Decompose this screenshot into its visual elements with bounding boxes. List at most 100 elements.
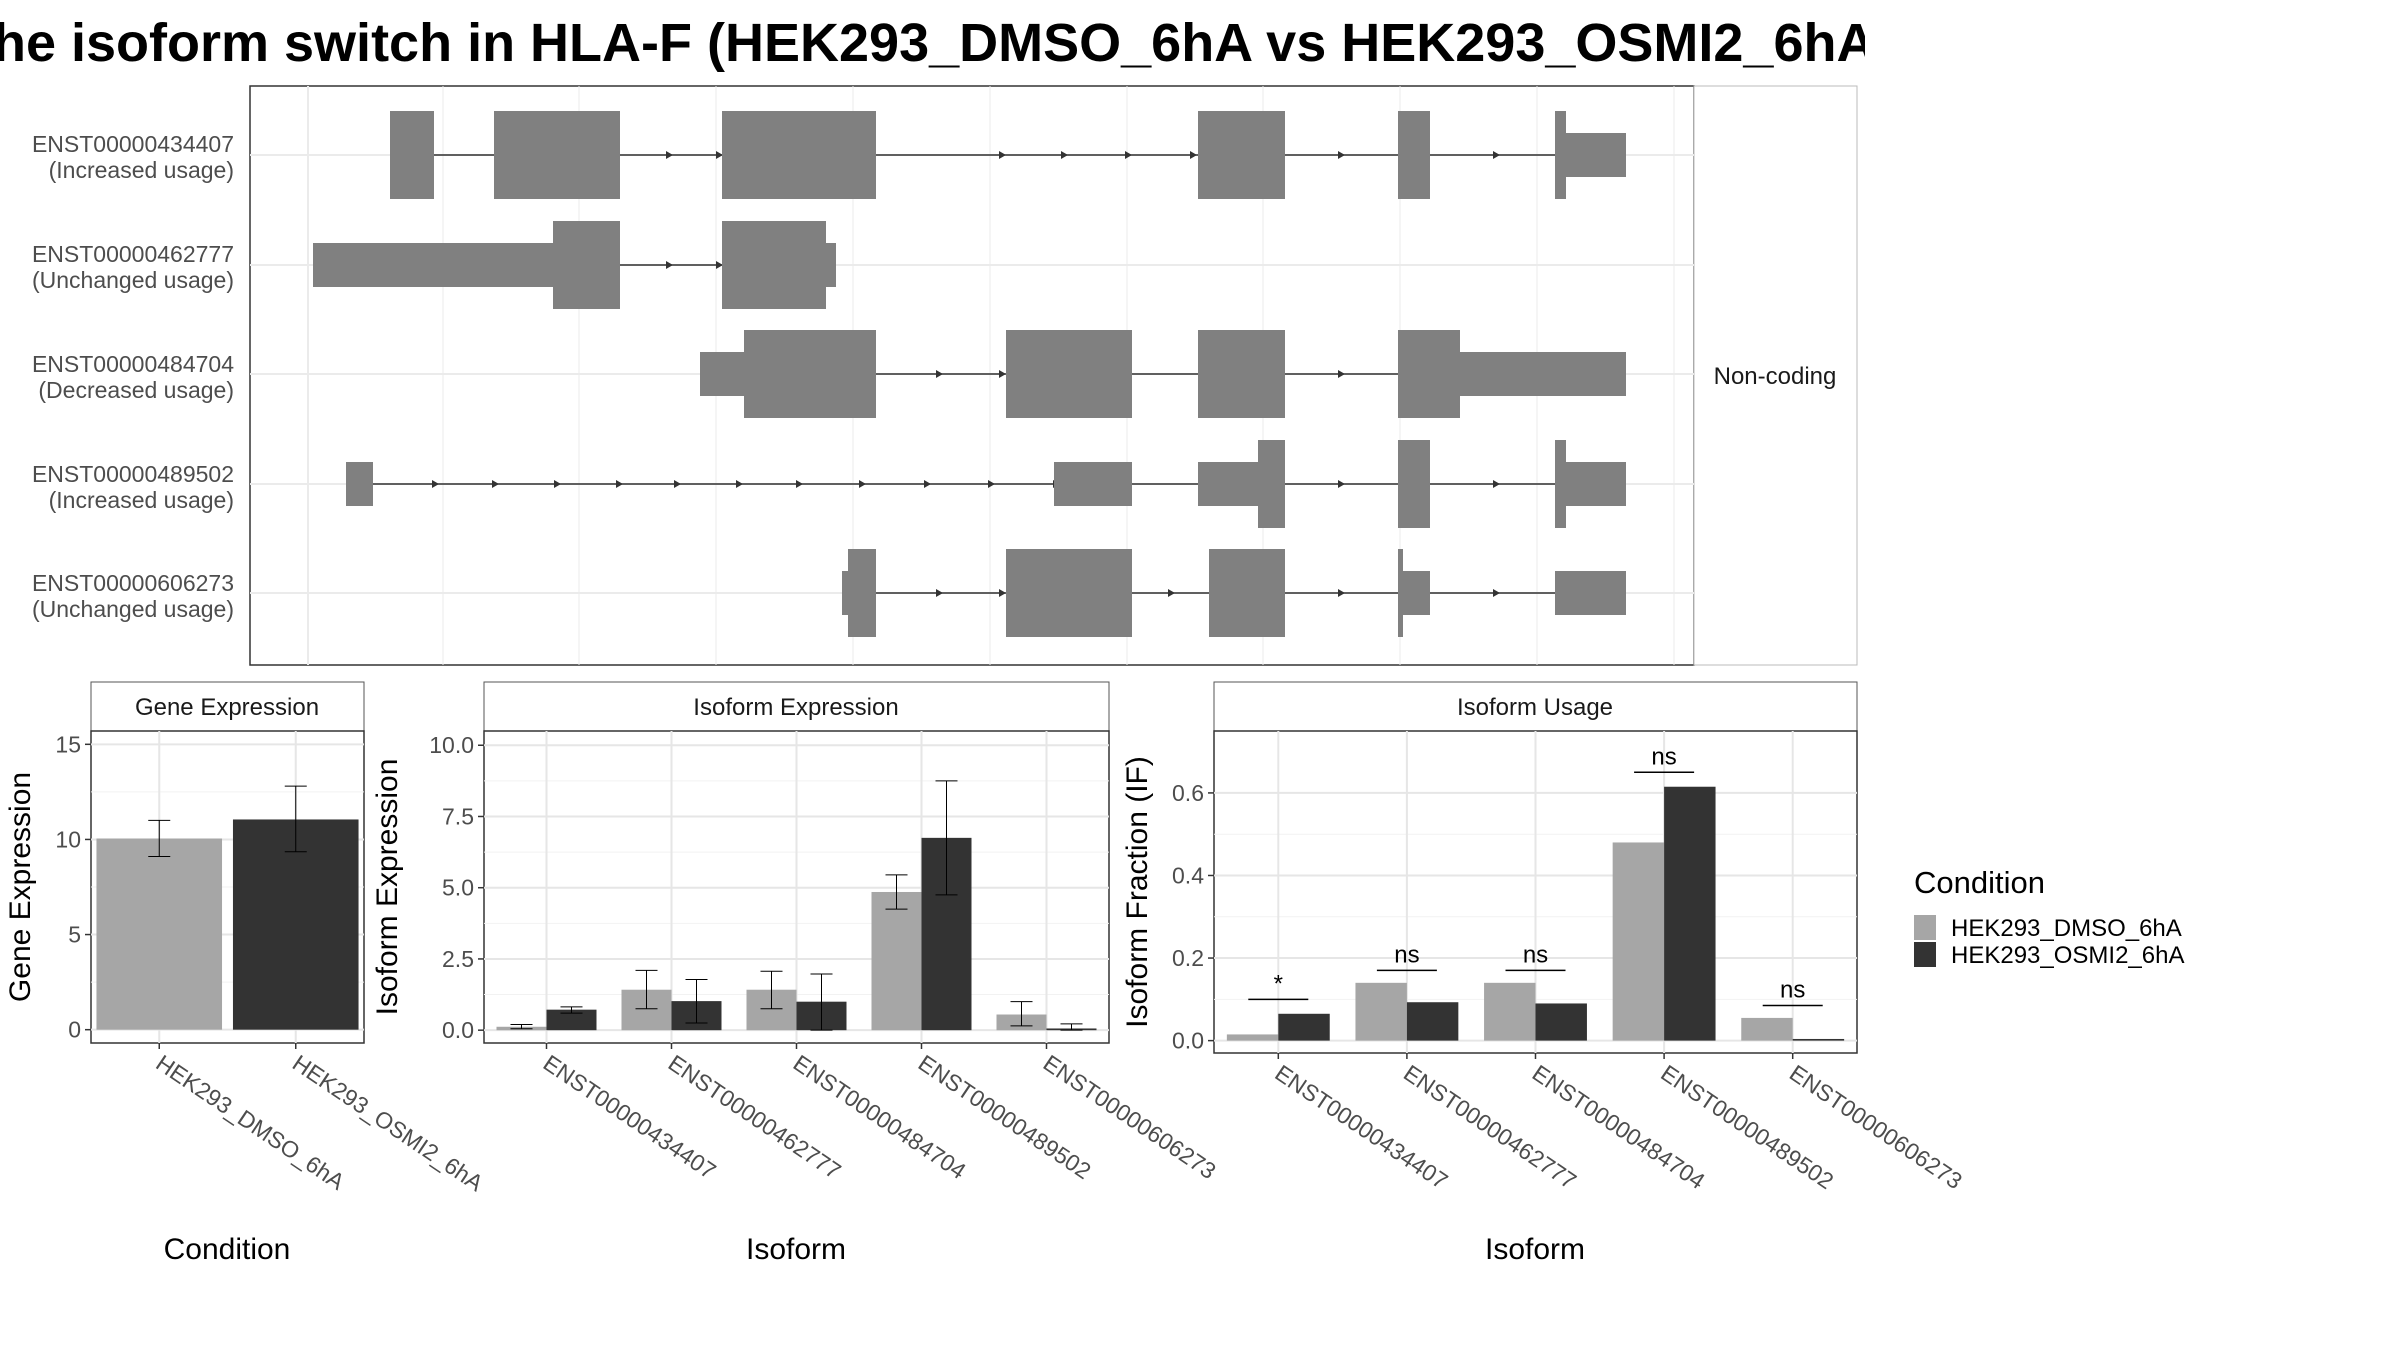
exon-block-2 [700, 352, 748, 396]
isoform-expression-y-tick-label: 10.0 [429, 732, 474, 758]
isoform-usage-bars: * ns ns ns ns [1226, 743, 1845, 1041]
isoform-expression-bars [496, 780, 1097, 1031]
exon-block-2 [744, 330, 876, 418]
isoform-usage-x-ticks: ENST00000434407ENST00000462777ENST000004… [1271, 1053, 1967, 1194]
exon-block-4 [1209, 549, 1285, 637]
isoform-usage-bar [1741, 1017, 1793, 1041]
gene-expression-bar [96, 838, 223, 1030]
legend-swatch-osmi2 [1914, 942, 1936, 967]
legend-label-osmi2: HEK293_OSMI2_6hA [1951, 942, 2184, 969]
isoform-usage-significance-label: ns [1651, 743, 1676, 770]
legend-label-dmso: HEK293_DMSO_6hA [1951, 915, 2182, 942]
gene-expression-bars [96, 785, 359, 1030]
isoform-usage-strip [1213, 681, 1858, 732]
gene-expression-y-ticks: 0 5 10 15 [55, 731, 91, 1043]
exon-block-0 [1562, 133, 1626, 177]
isoform-expression-y-label: Isoform Expression [371, 759, 404, 1016]
intron-arrow-3 [674, 480, 681, 488]
isoform-usage-bar [1278, 1013, 1330, 1041]
isoform-usage-bar [1664, 786, 1716, 1041]
isoform-usage-bar [1535, 1003, 1587, 1041]
gene-expression-panel-title: Gene Expression [135, 694, 319, 721]
legend: Condition HEK293_DMSO_6hA HEK293_OSMI2_6… [1914, 865, 2184, 969]
isoform-expression-y-tick-label: 7.5 [442, 803, 474, 829]
intron-arrow-3 [492, 480, 499, 488]
intron-arrow-0 [1493, 151, 1500, 159]
exon-block-0 [494, 111, 620, 199]
intron-arrow-3 [859, 480, 866, 488]
exon-block-4 [848, 549, 876, 637]
intron-arrow-2 [1338, 370, 1345, 378]
isoform-usage-significance-label: * [1274, 970, 1283, 997]
isoform-usage-bar [1792, 1038, 1845, 1041]
exon-block-0 [390, 111, 434, 199]
intron-arrow-3 [736, 480, 743, 488]
transcript-0-usage: (Increased usage) [49, 157, 234, 183]
isoform-usage-y-tick-label: 0.4 [1172, 862, 1204, 888]
exon-block-3 [1398, 440, 1430, 528]
transcript-3-usage: (Increased usage) [49, 487, 234, 513]
intron-arrow-0 [716, 151, 723, 159]
isoform-usage-bar [1612, 842, 1665, 1041]
intron-arrow-0 [1125, 151, 1132, 159]
intron-arrow-3 [432, 480, 439, 488]
exon-block-3 [346, 462, 373, 506]
transcript-labels: ENST00000434407 (Increased usage) ENST00… [32, 131, 234, 622]
isoform-expression-y-tick-label: 0.0 [442, 1017, 474, 1043]
transcript-1-usage: (Unchanged usage) [32, 267, 234, 293]
exon-block-2 [1456, 352, 1626, 396]
isoform-expression-x-ticks: ENST00000434407ENST00000462777ENST000004… [539, 1043, 1221, 1184]
gene-expression-panel: Gene Expression 0 5 10 15 HEK293_DMSO_6hAHE… [4, 681, 489, 1266]
legend-title: Condition [1914, 865, 2045, 900]
exon-block-4 [1006, 549, 1132, 637]
transcript-2-id: ENST00000484704 [32, 351, 234, 377]
intron-arrow-3 [554, 480, 561, 488]
intron-arrow-4 [1493, 589, 1500, 597]
gene-expression-y-tick-label: 5 [68, 922, 81, 948]
exon-block-4 [842, 571, 852, 615]
isoform-usage-bar [1355, 982, 1407, 1041]
isoform-usage-significance-label: ns [1523, 941, 1548, 968]
exon-block-1 [722, 221, 826, 309]
exon-block-0 [1398, 111, 1430, 199]
intron-arrow-0 [666, 151, 673, 159]
intron-arrow-0 [1338, 151, 1345, 159]
intron-arrow-3 [988, 480, 995, 488]
isoform-usage-y-tick-label: 0.0 [1172, 1028, 1204, 1054]
gene-expression-y-tick-label: 10 [55, 826, 81, 852]
isoform-expression-bar [546, 1009, 597, 1031]
exon-block-4 [1400, 571, 1430, 615]
isoform-usage-y-label: Isoform Fraction (IF) [1121, 756, 1154, 1028]
page-title: The isoform switch in HLA-F (HEK293_DMSO… [0, 13, 1865, 73]
intron-arrow-4 [936, 589, 943, 597]
isoform-expression-strip [483, 681, 1110, 732]
gene-expression-y-label: Gene Expression [4, 772, 37, 1002]
transcript-3-id: ENST00000489502 [32, 461, 234, 487]
isoform-usage-y-tick-label: 0.6 [1172, 780, 1204, 806]
isoform-expression-panel: Isoform Expression 0.0 2.5 5.0 7.5 10.0 ENST… [371, 681, 1221, 1266]
isoform-expression-y-ticks: 0.0 2.5 5.0 7.5 10.0 [429, 732, 484, 1043]
isoform-usage-x-label: Isoform [1485, 1233, 1585, 1266]
intron-arrow-4 [1168, 589, 1175, 597]
isoform-expression-x-label: Isoform [746, 1233, 846, 1266]
exon-block-1 [822, 243, 836, 287]
exon-block-3 [1198, 462, 1262, 506]
intron-arrow-1 [666, 261, 673, 269]
isoform-expression-bar [871, 891, 922, 1031]
isoform-usage-y-tick-label: 0.2 [1172, 945, 1204, 971]
isoform-expression-y-tick-label: 5.0 [442, 875, 474, 901]
intron-arrow-2 [999, 370, 1006, 378]
transcript-0-id: ENST00000434407 [32, 131, 234, 157]
isoform-usage-panel-title: Isoform Usage [1457, 694, 1613, 721]
gene-expression-x-label: Condition [164, 1233, 291, 1266]
isoform-usage-significance-label: ns [1394, 941, 1419, 968]
transcript-1-id: ENST00000462777 [32, 241, 234, 267]
intron-arrow-4 [1338, 589, 1345, 597]
exon-block-0 [1198, 111, 1285, 199]
intron-arrow-3 [1493, 480, 1500, 488]
transcript-4-id: ENST00000606273 [32, 570, 234, 596]
transcript-2-usage: (Decreased usage) [38, 377, 234, 403]
transcript-panel: Non-coding ENST00000434407 (Increased us… [32, 85, 1858, 666]
transcript-4-usage: (Unchanged usage) [32, 596, 234, 622]
